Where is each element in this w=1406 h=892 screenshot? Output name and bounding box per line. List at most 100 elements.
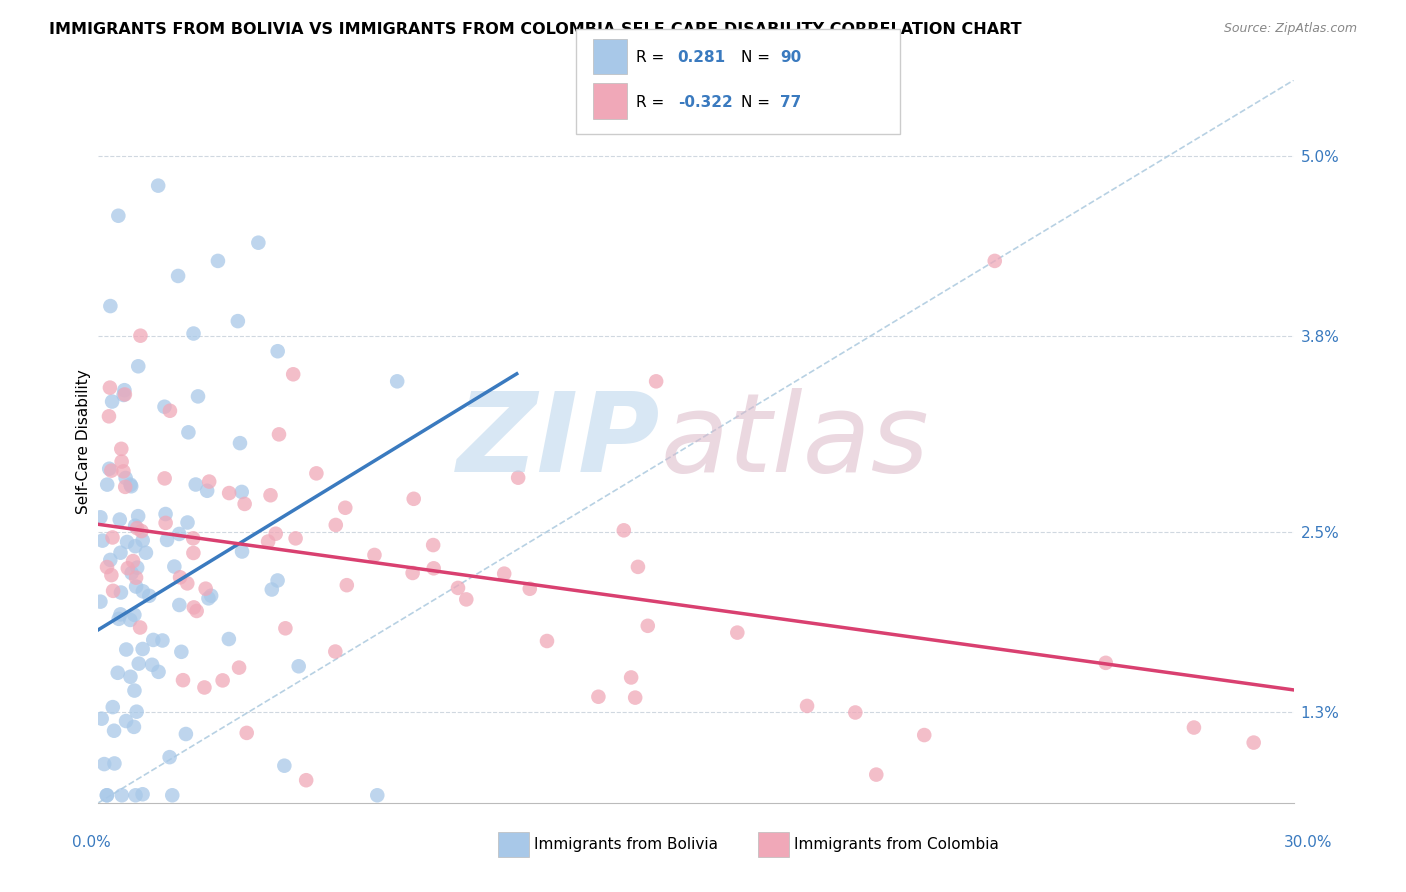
Point	[101, 583, 124, 598]
Point	[121, 566, 143, 580]
Point	[519, 582, 541, 596]
Point	[107, 209, 129, 223]
Point	[284, 532, 307, 546]
Point	[127, 359, 149, 374]
Point	[183, 326, 205, 341]
Point	[325, 518, 347, 533]
Point	[645, 374, 668, 388]
Point	[163, 559, 186, 574]
Point	[228, 660, 250, 674]
Point	[98, 461, 121, 475]
Text: N =: N =	[741, 95, 775, 110]
Point	[110, 546, 132, 560]
Point	[183, 546, 205, 560]
Point	[984, 253, 1007, 268]
Point	[159, 750, 181, 764]
Point	[103, 756, 125, 771]
Point	[129, 620, 152, 634]
Point	[148, 178, 170, 193]
Point	[195, 483, 218, 498]
Point	[122, 720, 145, 734]
Point	[127, 560, 149, 574]
Point	[637, 619, 659, 633]
Point	[233, 497, 256, 511]
Point	[103, 723, 125, 738]
Point	[186, 604, 208, 618]
Point	[131, 524, 153, 538]
Point	[114, 387, 136, 401]
Text: IMMIGRANTS FROM BOLIVIA VS IMMIGRANTS FROM COLOMBIA SELF-CARE DISABILITY CORRELA: IMMIGRANTS FROM BOLIVIA VS IMMIGRANTS FR…	[49, 22, 1022, 37]
Point	[120, 479, 142, 493]
Point	[184, 477, 207, 491]
Point	[536, 634, 558, 648]
Point	[167, 527, 190, 541]
Point	[117, 561, 139, 575]
Point	[124, 518, 146, 533]
Point	[108, 512, 131, 526]
Point	[131, 787, 153, 801]
Point	[588, 690, 610, 704]
Point	[110, 607, 132, 622]
Point	[100, 464, 122, 478]
Point	[366, 789, 388, 803]
Point	[218, 632, 240, 646]
Point	[120, 477, 142, 491]
Point	[177, 425, 200, 440]
Text: 0.281: 0.281	[678, 50, 725, 64]
Text: -0.322: -0.322	[678, 95, 733, 110]
Point	[98, 381, 121, 395]
Point	[264, 526, 287, 541]
Point	[323, 644, 346, 658]
Point	[844, 706, 866, 720]
Point	[422, 561, 444, 575]
Point	[170, 645, 193, 659]
Point	[110, 585, 132, 599]
Point	[273, 758, 295, 772]
Point	[107, 665, 129, 680]
Point	[90, 712, 112, 726]
Point	[193, 681, 215, 695]
Point	[152, 633, 174, 648]
Point	[174, 727, 197, 741]
Point	[231, 544, 253, 558]
Point	[1243, 735, 1265, 749]
Point	[128, 657, 150, 671]
Point	[129, 328, 152, 343]
Point	[100, 568, 122, 582]
Point	[115, 642, 138, 657]
Point	[305, 467, 328, 481]
Point	[89, 510, 111, 524]
Point	[124, 683, 146, 698]
Point	[159, 403, 181, 417]
Point	[124, 789, 146, 803]
Point	[283, 368, 305, 382]
Point	[456, 592, 478, 607]
Y-axis label: Self-Care Disability: Self-Care Disability	[76, 369, 91, 514]
Point	[114, 383, 136, 397]
Point	[98, 299, 122, 313]
Point	[385, 374, 409, 388]
Point	[96, 477, 118, 491]
Point	[169, 598, 191, 612]
Point	[156, 533, 179, 547]
Point	[96, 789, 118, 803]
Point	[613, 524, 636, 538]
Point	[447, 581, 470, 595]
Point	[725, 625, 748, 640]
Point	[111, 454, 134, 468]
Point	[125, 580, 148, 594]
Point	[274, 621, 297, 635]
Point	[200, 589, 222, 603]
Point	[197, 591, 219, 606]
Point	[865, 767, 887, 781]
Point	[96, 560, 118, 574]
Point	[172, 673, 194, 688]
Point	[120, 613, 142, 627]
Point	[107, 612, 129, 626]
Point	[112, 464, 135, 478]
Text: 77: 77	[780, 95, 801, 110]
Point	[494, 566, 516, 581]
Point	[229, 436, 252, 450]
Point	[89, 594, 111, 608]
Point	[101, 394, 124, 409]
